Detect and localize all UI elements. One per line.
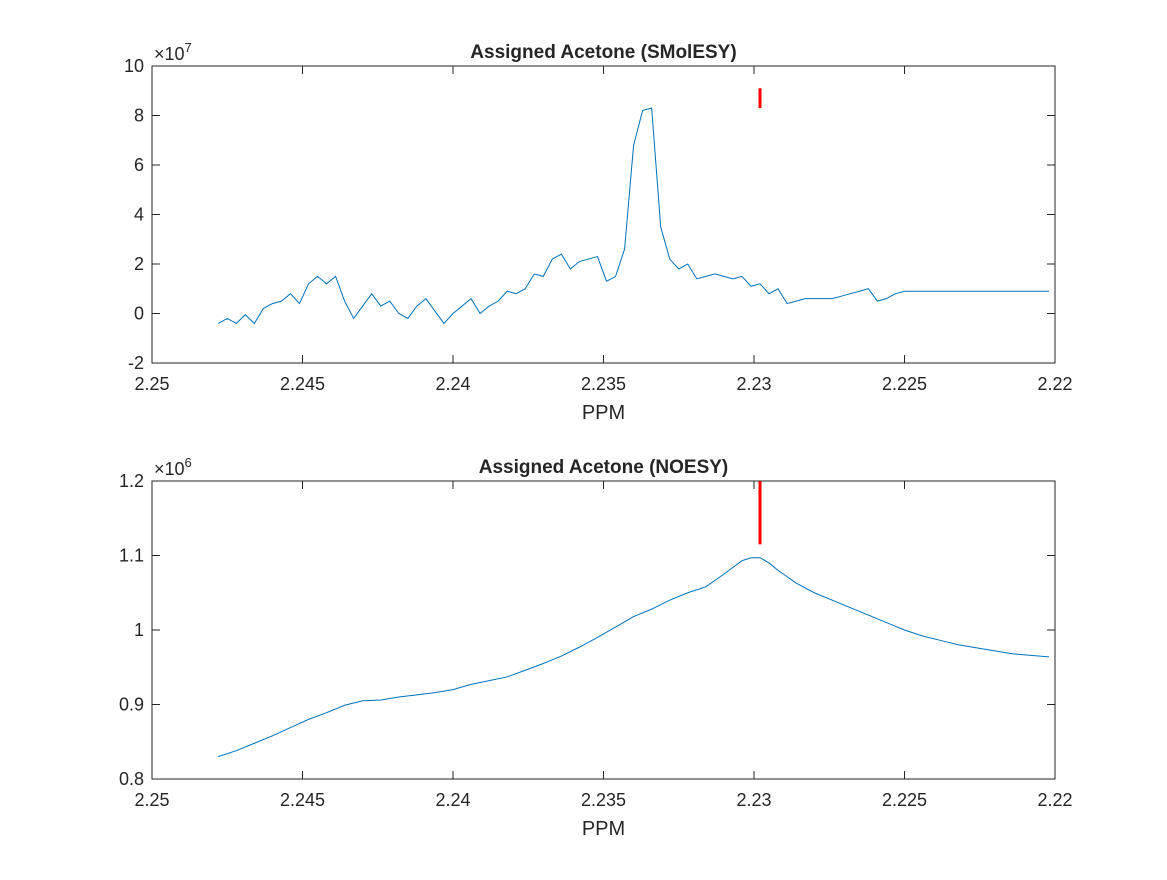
chart-title: Assigned Acetone (NOESY)	[479, 457, 729, 478]
y-tick-label: 2	[134, 254, 144, 274]
y-tick-label: -2	[128, 353, 144, 373]
y-tick-label: 1	[134, 620, 144, 640]
x-tick-label: 2.23	[736, 790, 771, 810]
x-tick-label: 2.22	[1037, 374, 1072, 394]
x-tick-label: 2.235	[581, 790, 626, 810]
y-tick-label: 0	[134, 304, 144, 324]
x-axis-label: PPM	[582, 818, 625, 840]
x-tick-label: 2.22	[1037, 790, 1072, 810]
axes-box	[151, 480, 1056, 780]
y-tick-label: 0.9	[119, 695, 144, 715]
y-tick-label: 8	[134, 106, 144, 126]
x-tick-label: 2.245	[280, 374, 325, 394]
x-tick-label: 2.25	[134, 374, 169, 394]
chart-panel-1: 2.25 2.245 2.24 2.235 2.23 2.225 2.22 -2 0 2 4 6 8 10…	[124, 40, 1073, 424]
y-tick-label: 1.2	[119, 471, 144, 491]
x-tick-label: 2.23	[736, 374, 771, 394]
x-axis-label: PPM	[582, 402, 625, 424]
y-tick-label: 0.8	[119, 769, 144, 789]
x-tick-label: 2.24	[435, 790, 470, 810]
x-tick-label: 2.24	[435, 374, 470, 394]
x-tick-label: 2.245	[280, 790, 325, 810]
x-tick-label: 2.235	[581, 374, 626, 394]
series-line-1	[218, 557, 1050, 758]
x-tick-label: 2.225	[882, 790, 927, 810]
y-exponent-label: ×106	[154, 455, 192, 479]
chart-panel-2: 2.25 2.245 2.24 2.235 2.23 2.225 2.22 0.8 0.9 1 1.…	[119, 455, 1073, 840]
axes-box	[151, 65, 1056, 364]
y-tick-label: 10	[124, 56, 144, 76]
x-tick-label: 2.225	[882, 374, 927, 394]
y-tick-label: 4	[134, 205, 144, 225]
series-line-1	[217, 107, 1049, 325]
x-tick-label: 2.25	[134, 790, 169, 810]
chart-title: Assigned Acetone (SMolESY)	[470, 42, 736, 63]
y-tick-label: 1.1	[119, 546, 144, 566]
y-exponent-label: ×107	[154, 40, 192, 64]
y-tick-label: 6	[134, 155, 144, 175]
